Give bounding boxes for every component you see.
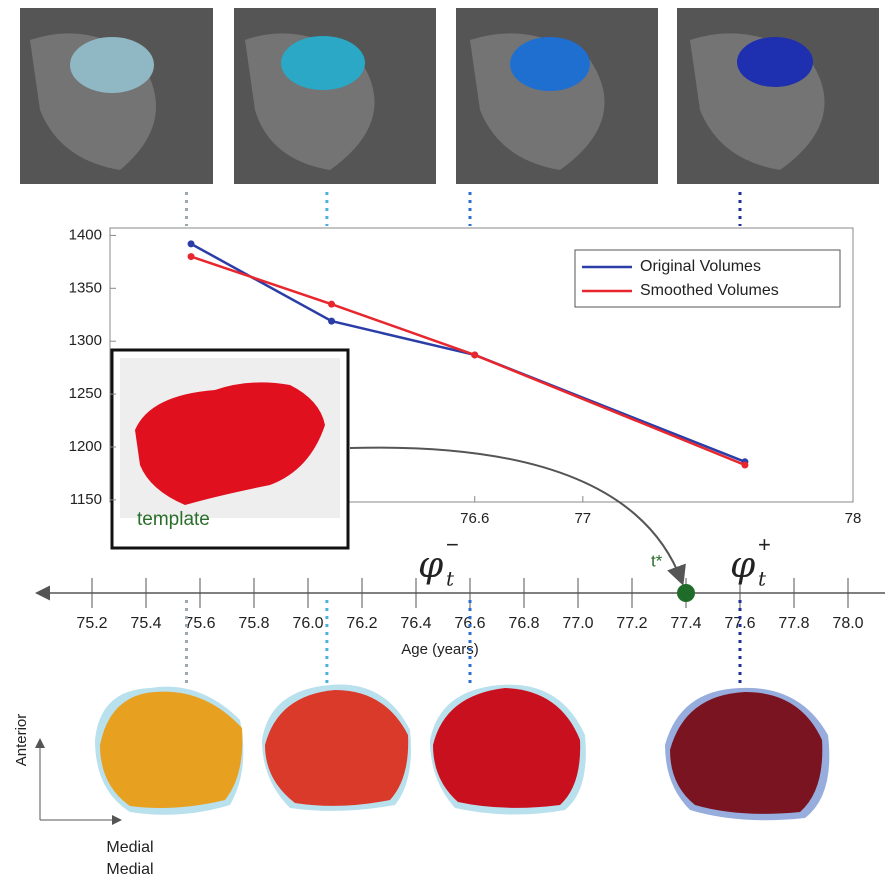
age-tick-label: 76.8 (508, 615, 539, 632)
age-axis-title: Age (years) (401, 641, 479, 658)
point (188, 240, 195, 247)
legend-label: Original Volumes (640, 258, 761, 275)
phi-base: φ (418, 545, 444, 586)
mri-slices (20, 8, 879, 184)
x-tick-label: 77 (574, 510, 591, 527)
x-tick-label: 76.6 (460, 510, 489, 527)
point (471, 351, 478, 358)
phi-sub: t (758, 567, 767, 591)
age-tick-label: 78.0 (832, 615, 863, 632)
vertical-label: Anterior (13, 714, 30, 767)
shapes (95, 685, 829, 821)
y-tick-label: 1400 (69, 226, 102, 243)
age-tick-label: 75.8 (238, 615, 269, 632)
page: Original Volumes Smoothed Volumes Anterio… (0, 0, 885, 885)
age-tick-label: 77.4 (670, 615, 701, 632)
age-tick-label: 77.8 (778, 615, 809, 632)
age-tick-label: 75.2 (76, 615, 107, 632)
age-tick-label: 76.4 (400, 615, 431, 632)
phi-sup: − (446, 532, 459, 557)
age-tick-label: 75.6 (184, 615, 215, 632)
figure: Original Volumes Smoothed Volumes Anterio… (0, 0, 885, 880)
point (328, 301, 335, 308)
age-tick-label: 76.0 (292, 615, 323, 632)
age-tick-label: 77.2 (616, 615, 647, 632)
t-star-marker (677, 584, 695, 602)
point (741, 461, 748, 468)
y-tick-label: 1350 (69, 279, 102, 296)
horizontal-label: Medial (106, 839, 153, 856)
inset-label: template (137, 509, 210, 530)
phi-base: φ (730, 545, 756, 586)
y-tick-label: 1250 (69, 385, 102, 402)
x-tick-label: 78 (845, 510, 862, 527)
age-tick-label: 77.0 (562, 615, 593, 632)
point (188, 253, 195, 260)
age-tick-label: 76.2 (346, 615, 377, 632)
caption-label: Medial (106, 861, 153, 878)
phi-sup: + (758, 532, 771, 557)
y-tick-label: 1200 (69, 438, 102, 455)
legend-label: Smoothed Volumes (640, 282, 779, 299)
age-tick-label: 75.4 (130, 615, 161, 632)
phi-sub: t (446, 567, 455, 591)
y-tick-label: 1300 (69, 332, 102, 349)
point (328, 318, 335, 325)
legend: Original Volumes Smoothed Volumes (575, 250, 840, 307)
y-tick-label: 1150 (70, 491, 102, 508)
t-star-label: t* (651, 551, 663, 570)
